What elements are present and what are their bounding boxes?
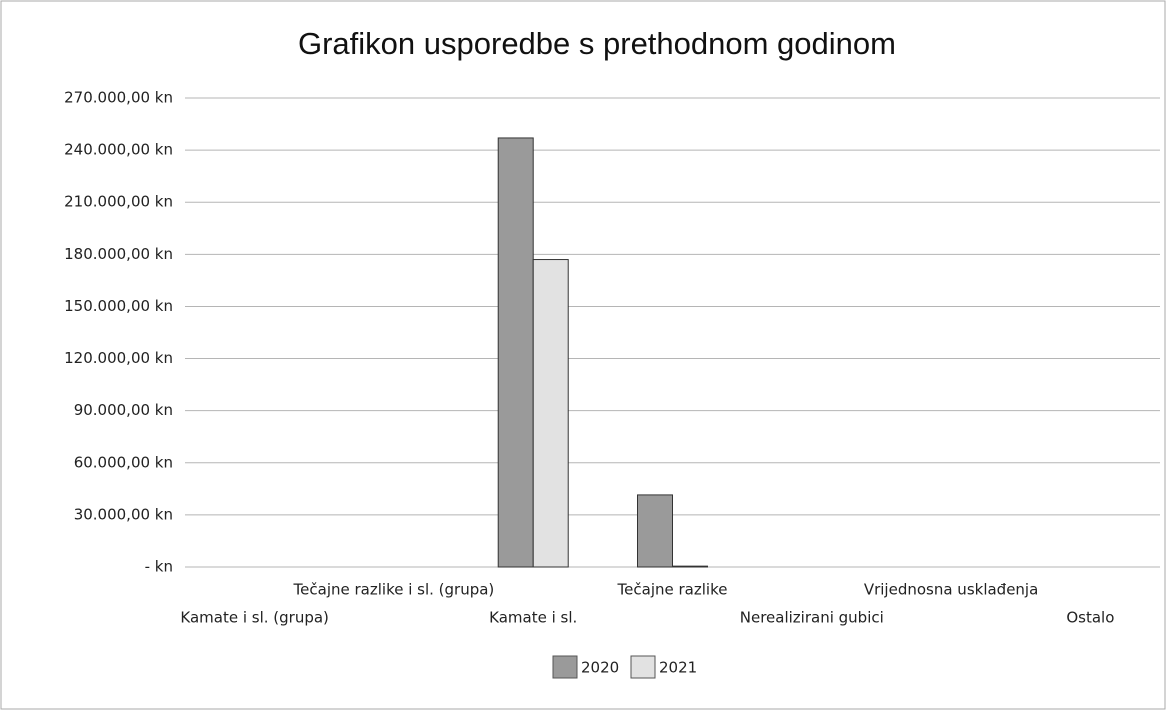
y-tick-label: 90.000,00 kn bbox=[74, 401, 173, 419]
y-tick-label: 210.000,00 kn bbox=[64, 193, 173, 211]
bar bbox=[497, 137, 534, 568]
y-tick-label: - kn bbox=[145, 558, 173, 576]
legend-swatch bbox=[552, 655, 578, 679]
legend-swatch bbox=[630, 655, 656, 679]
bar bbox=[532, 259, 569, 568]
y-tick-label: 240.000,00 kn bbox=[64, 141, 173, 159]
chart-title: Grafikon usporedbe s prethodnom godinom bbox=[298, 26, 896, 61]
x-tick-label: Tečajne razlike i sl. (grupa) bbox=[293, 581, 495, 599]
y-tick-label: 180.000,00 kn bbox=[64, 245, 173, 263]
x-tick-label: Tečajne razlike bbox=[617, 581, 728, 599]
x-tick-label: Nerealizirani gubici bbox=[740, 609, 884, 627]
legend-label: 2021 bbox=[659, 659, 697, 677]
bar bbox=[672, 565, 708, 568]
y-tick-label: 60.000,00 kn bbox=[74, 453, 173, 471]
y-tick-label: 120.000,00 kn bbox=[64, 349, 173, 367]
legend-label: 2020 bbox=[581, 659, 619, 677]
x-tick-label: Kamate i sl. (grupa) bbox=[180, 609, 329, 627]
x-tick-label: Vrijednosna usklađenja bbox=[864, 581, 1038, 599]
y-tick-label: 270.000,00 kn bbox=[64, 89, 173, 107]
bar bbox=[637, 494, 673, 568]
y-tick-label: 30.000,00 kn bbox=[74, 505, 173, 523]
y-tick-label: 150.000,00 kn bbox=[64, 297, 173, 315]
x-tick-label: Kamate i sl. bbox=[489, 609, 577, 627]
x-tick-label: Ostalo bbox=[1066, 609, 1114, 627]
